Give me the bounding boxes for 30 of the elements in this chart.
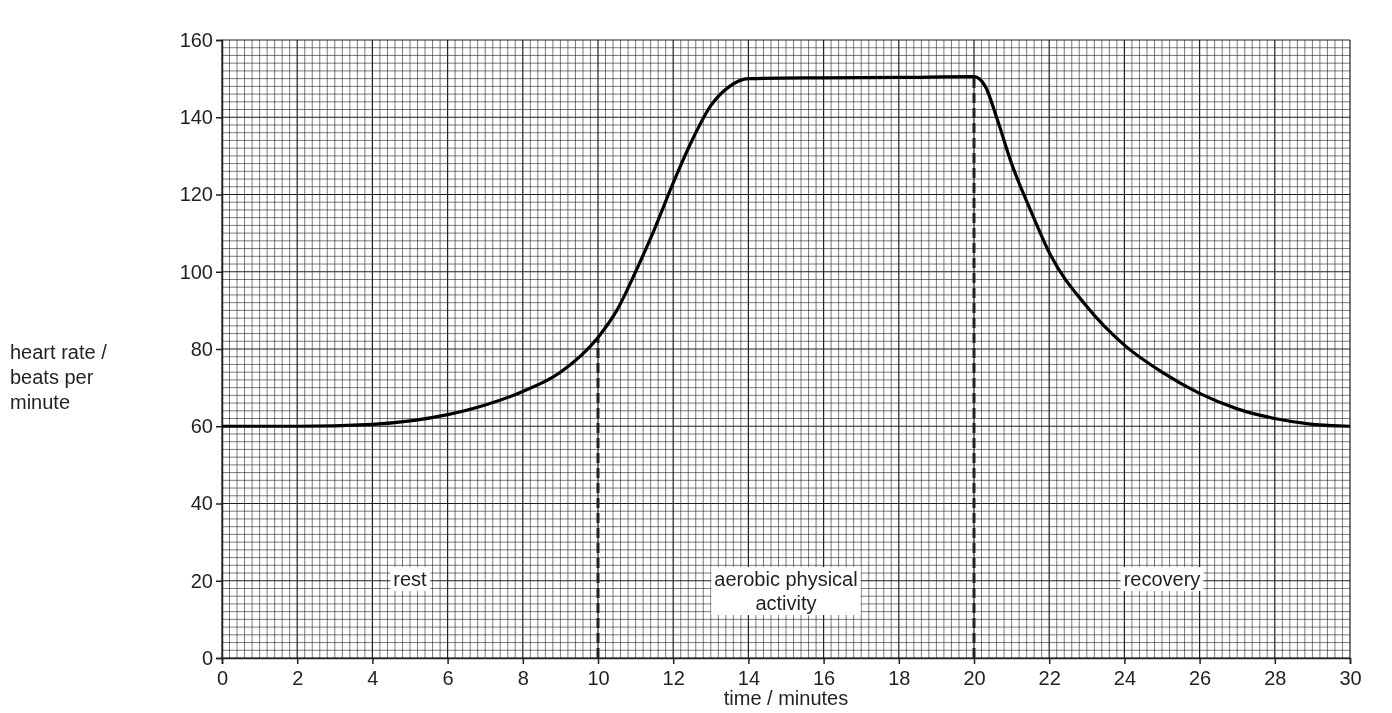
y-tick-label: 160: [179, 28, 213, 51]
y-axis-title: heart rate / beats per minute: [10, 341, 108, 413]
y-tick-label: 140: [179, 106, 213, 129]
annotation: rest: [393, 568, 428, 591]
annotation: aerobic physical activity: [714, 568, 858, 615]
y-tick-label: 80: [190, 337, 213, 360]
x-tick-label: 0: [216, 667, 229, 689]
x-tick-label: 10: [587, 667, 610, 689]
x-tick-label: 14: [737, 667, 761, 689]
y-tick-label: 0: [201, 646, 213, 669]
x-tick-label: 18: [888, 667, 911, 689]
y-tick-label: 40: [190, 492, 213, 515]
x-tick-label: 24: [1113, 667, 1137, 689]
x-tick-label: 16: [812, 667, 836, 689]
y-tick-label: 120: [179, 183, 213, 206]
y-tick-label: 60: [190, 415, 213, 438]
x-tick-label: 20: [963, 667, 986, 689]
x-tick-label: 28: [1264, 667, 1287, 689]
x-tick-label: 12: [662, 667, 685, 689]
y-tick-label: 20: [190, 569, 213, 592]
x-tick-label: 30: [1339, 667, 1362, 689]
x-tick-label: 22: [1038, 667, 1061, 689]
x-tick-label: 4: [367, 667, 379, 689]
x-tick-label: 26: [1188, 667, 1212, 689]
x-axis-title: time / minutes: [723, 687, 849, 709]
x-tick-label: 8: [517, 667, 529, 689]
x-tick-label: 2: [292, 667, 304, 689]
x-tick-label: 6: [442, 667, 454, 689]
annotation: recovery: [1123, 568, 1201, 591]
y-tick-label: 100: [179, 260, 213, 283]
